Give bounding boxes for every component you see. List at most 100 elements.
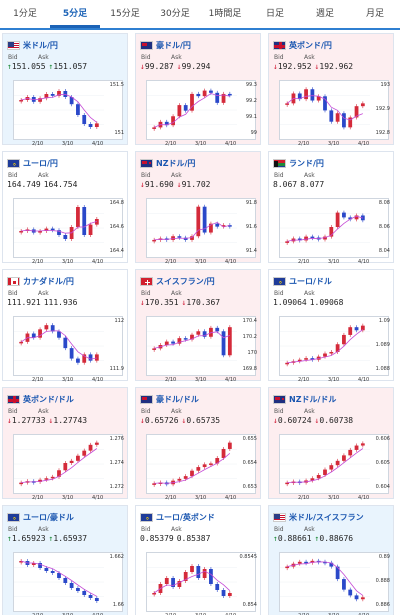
currency-card[interactable]: スイスフラン/円 Bid Ask ↓170.351 ↓170.367 170.4 170.2… <box>135 269 261 383</box>
candle <box>164 578 169 584</box>
candle <box>215 458 220 464</box>
pair-title[interactable]: スイスフラン/円 <box>156 276 215 286</box>
pair-title[interactable]: 米ドル/スイスフラン <box>289 512 364 522</box>
bid-value: 1.27733 <box>11 416 46 425</box>
bid-value: 1.65923 <box>11 534 46 543</box>
prices: 8.067 8.077 <box>273 180 327 189</box>
pair-title[interactable]: 豪ドル/円 <box>156 40 191 50</box>
currency-card[interactable]: NZドル/ドル Bid Ask ↓0.60724 ↓0.60738 0.606 0.605 0… <box>268 387 394 501</box>
candlestick-chart <box>14 559 104 603</box>
candle <box>209 463 213 465</box>
currency-card[interactable]: ランド/円 Bid Ask 8.067 8.077 8.08 8.06 8.04 2/10 3/1… <box>268 151 394 265</box>
flag-icon <box>273 276 286 286</box>
pair-title[interactable]: NZドル/ドル <box>289 394 337 404</box>
pair-title[interactable]: 英ポンド/円 <box>289 40 332 50</box>
candlestick-chart <box>147 325 237 361</box>
candle <box>202 331 207 337</box>
candle <box>342 455 346 461</box>
mini-chart[interactable]: 170.4 170.2 170 169.8 2/10 3/10 4/10 <box>146 316 257 383</box>
y-tick-label: 170.2 <box>242 334 257 340</box>
mini-chart[interactable]: 1.662 1.66 2/10 3/10 4/10 <box>13 552 124 615</box>
candle <box>202 569 207 578</box>
ask-value: 0.60738 <box>319 416 354 425</box>
mini-chart[interactable]: 1.09 1.089 1.088 2/10 3/10 4/10 <box>279 316 390 383</box>
ask-value: 8.077 <box>300 180 325 189</box>
tab-timeframe[interactable]: 月足 <box>365 9 384 19</box>
tab-timeframe[interactable]: 1分足 <box>13 9 37 19</box>
candle <box>69 460 74 463</box>
candle <box>19 561 24 563</box>
pair-title[interactable]: 米ドル/円 <box>23 40 58 50</box>
bid-ask-labels: Bid Ask <box>141 526 201 533</box>
mini-chart[interactable]: 164.8 164.6 164.4 2/10 3/10 4/10 <box>13 198 124 265</box>
arrow-down-icon: ↓ <box>273 416 278 425</box>
mini-chart[interactable]: 99.3 99.2 99.1 99 2/10 3/10 4/10 <box>146 80 257 147</box>
flag-icon <box>273 158 286 168</box>
currency-card[interactable]: 英ポンド/円 Bid Ask ↓192.952 ↓192.962 193 192.9 192.… <box>268 33 394 147</box>
currency-card[interactable]: ユーロ/豪ドルBidAsk↑1.65923↑1.659371.6621.662/… <box>2 505 128 615</box>
pair-title[interactable]: ユーロ/円 <box>23 158 58 168</box>
x-tick-label: 3/10 <box>62 377 74 383</box>
y-tick-label: 0.655 <box>242 436 257 442</box>
mini-chart[interactable]: 0.655 0.654 0.653 2/10 3/10 4/10 <box>146 434 257 501</box>
currency-card[interactable]: ユーロ/ドル Bid Ask 1.09064 1.09068 1.09 1.089 1.088… <box>268 269 394 383</box>
mini-chart[interactable]: 151.5 151 2/10 3/10 4/10 <box>13 80 124 147</box>
currency-card[interactable]: ユーロ/円 Bid Ask 164.749 164.754 164.8 164.6 164.4… <box>2 151 128 265</box>
mini-chart[interactable]: 193 192.9 192.8 2/10 3/10 4/10 <box>279 80 390 147</box>
bid-label: Bid <box>141 526 151 533</box>
mini-chart[interactable]: 112 111.9 2/10 3/10 4/10 <box>13 316 124 383</box>
candle <box>335 344 340 352</box>
pair-title[interactable]: ランド/円 <box>289 158 324 168</box>
bid-value: 164.749 <box>7 180 41 189</box>
mini-chart[interactable]: 8.08 8.06 8.04 2/10 3/10 4/10 <box>279 198 390 265</box>
candle <box>354 595 359 600</box>
arrow-down-icon: ↓ <box>140 416 145 425</box>
pair-title[interactable]: ユーロ/豪ドル <box>23 512 74 522</box>
candle <box>297 238 302 241</box>
currency-card[interactable]: 英ポンド/ドル Bid Ask ↓1.27733 ↓1.27743 1.276 1.274 1… <box>2 387 128 501</box>
mini-chart[interactable]: 0.606 0.605 0.604 2/10 3/10 4/10 <box>279 434 390 501</box>
pair-title[interactable]: 英ポンド/ドル <box>23 394 74 404</box>
currency-card[interactable]: カナダドル/円 Bid Ask 111.921 111.936 112 111.9 2/10 3… <box>2 269 128 383</box>
mini-chart[interactable]: 0.8545 0.854 2/10 3/10 4/10 <box>146 552 257 615</box>
x-tick-label: 4/10 <box>92 259 104 265</box>
candle <box>221 225 226 227</box>
tab-timeframe[interactable]: 30分足 <box>160 9 190 19</box>
arrow-down-icon: ↓ <box>140 180 145 189</box>
mini-chart[interactable]: 0.89 0.888 0.886 2/10 3/10 4/10 <box>279 552 390 615</box>
pair-title[interactable]: カナダドル/円 <box>23 276 74 286</box>
currency-card[interactable]: NZドル/円 Bid Ask ↓91.690 ↓91.702 91.8 91.6 91.4 2/… <box>135 151 261 265</box>
pair-title[interactable]: NZドル/円 <box>156 158 196 168</box>
candle <box>215 327 220 332</box>
candle <box>323 236 327 240</box>
currency-card[interactable]: 豪ドル/ドル Bid Ask ↓0.65726 ↓0.65735 0.655 0.654 0.… <box>135 387 261 501</box>
tab-timeframe[interactable]: 1時間足 <box>208 9 242 19</box>
mini-chart[interactable]: 1.276 1.274 1.272 2/10 3/10 4/10 <box>13 434 124 501</box>
candle <box>342 212 346 218</box>
y-tick-label: 91.6 <box>245 224 257 230</box>
currency-card[interactable]: 米ドル/円 Bid Ask ↑151.055 ↑151.057 151.5 151 2/10 3… <box>2 33 128 147</box>
currency-card[interactable]: 米ドル/スイスフラン Bid Ask ↑0.88661 ↑0.88676 0.89 0.88… <box>268 505 394 615</box>
y-tick-label: 8.08 <box>378 200 390 206</box>
mini-chart[interactable]: 91.8 91.6 91.4 2/10 3/10 4/10 <box>146 198 257 265</box>
currency-card[interactable]: 豪ドル/円 Bid Ask ↓99.287 ↓99.294 99.3 99.2 99.1 99 2… <box>135 33 261 147</box>
candle <box>171 236 175 240</box>
candle <box>190 236 194 240</box>
ask-label: Ask <box>171 408 182 415</box>
ask-label: Ask <box>38 526 49 533</box>
tab-timeframe[interactable]: 日足 <box>265 9 284 19</box>
tab-timeframe[interactable]: 5分足 <box>50 0 100 28</box>
card-header: スイスフラン/円 <box>140 274 215 288</box>
bid-ask-labels: Bid Ask <box>274 172 334 179</box>
candle <box>285 482 290 485</box>
pair-title[interactable]: 豪ドル/ドル <box>156 394 199 404</box>
pair-title[interactable]: ユーロ/英ポンド <box>156 512 215 522</box>
tab-timeframe[interactable]: 15分足 <box>110 9 140 19</box>
candle <box>335 566 340 580</box>
ask-value: 111.936 <box>43 298 78 307</box>
ask-label: Ask <box>171 526 182 533</box>
arrow-down-icon: ↓ <box>176 62 182 71</box>
pair-title[interactable]: ユーロ/ドル <box>289 276 332 286</box>
tab-timeframe[interactable]: 週足 <box>315 9 334 19</box>
